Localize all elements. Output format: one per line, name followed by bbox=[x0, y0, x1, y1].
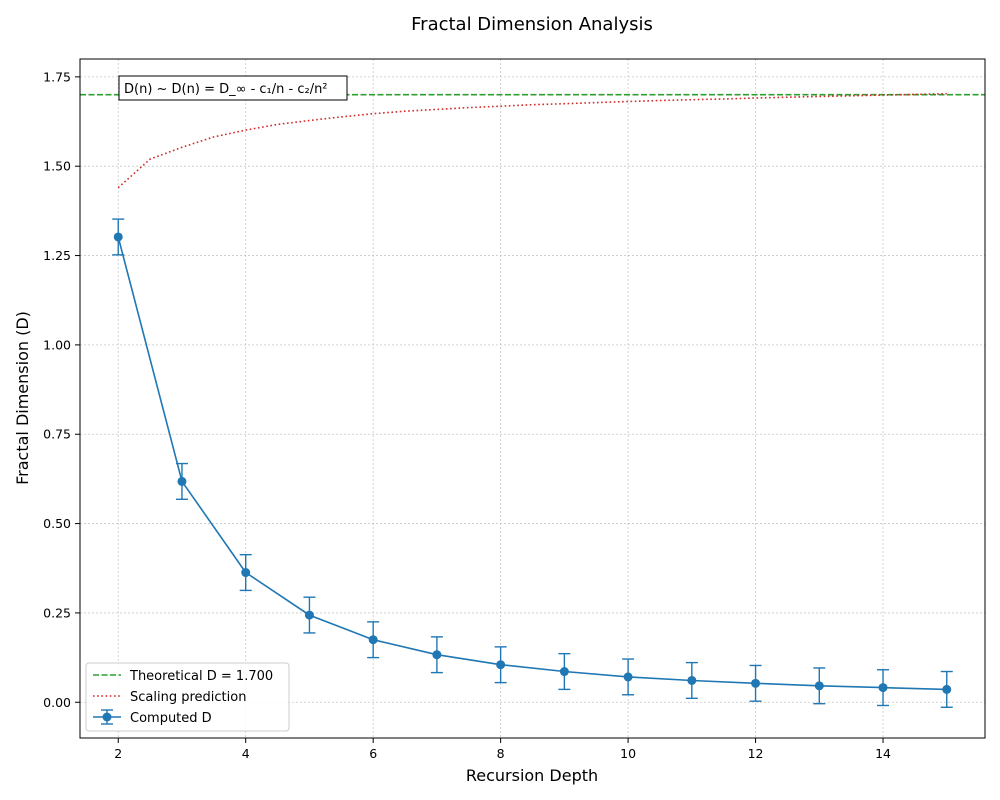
y-axis-ticks: 0.00 0.25 0.50 0.75 1.00 1.25 1.50 1.75 bbox=[43, 69, 80, 710]
y-tick-label: 0.75 bbox=[43, 427, 71, 442]
x-axis-ticks: 2 4 6 8 10 12 14 bbox=[114, 738, 891, 761]
computed-dimension-line bbox=[117, 236, 947, 691]
computed-point bbox=[751, 678, 761, 688]
legend-scaling-label: Scaling prediction bbox=[130, 690, 246, 705]
x-tick-label: 2 bbox=[114, 746, 122, 761]
grid-lines bbox=[80, 59, 985, 738]
computed-point bbox=[304, 610, 314, 620]
computed-point bbox=[432, 650, 442, 660]
y-tick-label: 1.50 bbox=[43, 159, 71, 174]
computed-point bbox=[942, 684, 952, 694]
computed-point bbox=[687, 675, 697, 685]
y-tick-label: 0.50 bbox=[43, 516, 71, 531]
x-axis-label: Recursion Depth bbox=[466, 766, 598, 785]
plot-series bbox=[80, 92, 985, 708]
y-axis-label: Fractal Dimension (D) bbox=[13, 311, 32, 485]
scaling-prediction-curve bbox=[117, 92, 947, 189]
legend-theoretical-label: Theoretical D = 1.700 bbox=[129, 669, 273, 684]
y-tick-label: 0.25 bbox=[43, 605, 71, 620]
x-tick-label: 12 bbox=[748, 746, 764, 761]
x-tick-label: 6 bbox=[369, 746, 377, 761]
annotation-text: D(n) ~ D(n) = D_∞ - c₁/n - c₂/n² bbox=[124, 82, 328, 97]
y-tick-label: 1.75 bbox=[43, 69, 71, 84]
chart-title: Fractal Dimension Analysis bbox=[411, 14, 653, 35]
computed-point bbox=[559, 667, 569, 677]
y-tick-label: 0.00 bbox=[43, 695, 71, 710]
computed-point bbox=[878, 683, 888, 693]
x-tick-label: 8 bbox=[497, 746, 505, 761]
y-tick-label: 1.00 bbox=[43, 337, 71, 352]
legend: Theoretical D = 1.700 Scaling prediction… bbox=[85, 662, 290, 732]
computed-point bbox=[177, 476, 187, 486]
annotation-frame bbox=[118, 75, 348, 101]
x-tick-label: 10 bbox=[620, 746, 636, 761]
computed-point bbox=[814, 681, 824, 691]
computed-point bbox=[241, 568, 251, 578]
x-tick-label: 4 bbox=[242, 746, 250, 761]
legend-computed-marker bbox=[102, 712, 112, 722]
computed-point bbox=[113, 232, 123, 242]
legend-computed-label: Computed D bbox=[130, 711, 212, 726]
computed-point bbox=[496, 660, 506, 670]
computed-point bbox=[623, 672, 633, 682]
computed-point bbox=[368, 635, 378, 645]
y-tick-label: 1.25 bbox=[43, 248, 71, 263]
plot-frame bbox=[79, 58, 986, 739]
x-tick-label: 14 bbox=[875, 746, 891, 761]
legend-frame bbox=[85, 662, 290, 732]
annotation-box: D(n) ~ D(n) = D_∞ - c₁/n - c₂/n² bbox=[118, 75, 348, 101]
